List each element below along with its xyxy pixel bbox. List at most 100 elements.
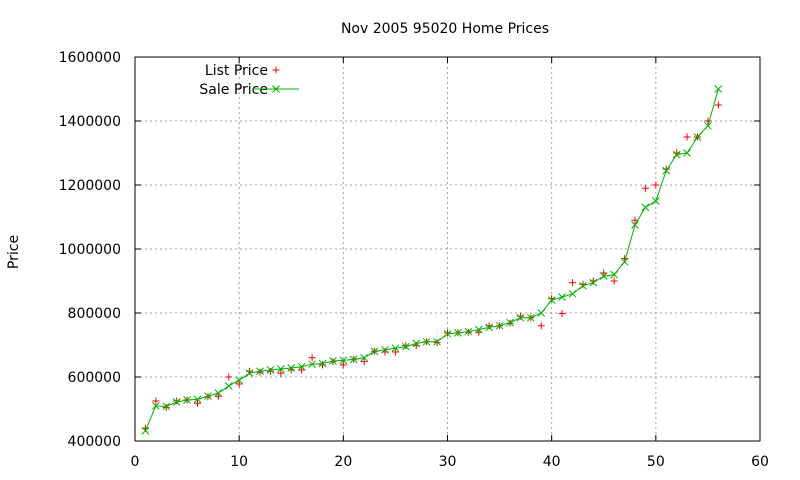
data-point-list-price	[485, 322, 493, 330]
data-point-sale-price	[443, 329, 452, 338]
data-point-list-price	[558, 310, 566, 318]
data-point-sale-price	[381, 345, 389, 354]
chart-title: Nov 2005 95020 Home Prices	[341, 21, 549, 37]
data-point-sale-price	[204, 392, 212, 401]
data-point-sale-price	[349, 355, 358, 364]
data-point-sale-price	[714, 85, 723, 93]
data-point-sale-price	[454, 328, 462, 337]
data-point-list-price	[256, 368, 264, 376]
data-point-sale-price	[214, 389, 223, 397]
data-point-sale-price	[318, 359, 327, 368]
data-point-sale-price	[276, 365, 285, 373]
data-point-list-price	[235, 380, 243, 388]
plot-area	[141, 85, 723, 435]
data-point-sale-price	[537, 309, 546, 317]
data-point-sale-price	[526, 313, 535, 322]
data-point-sale-price	[245, 369, 254, 378]
data-point-sale-price	[433, 337, 441, 346]
data-point-sale-price	[506, 318, 514, 327]
data-point-list-price	[225, 373, 233, 381]
data-point-sale-price	[631, 221, 639, 229]
y-tick-label: 800000	[68, 306, 121, 322]
data-point-list-price	[360, 358, 368, 366]
y-tick-label: 1200000	[59, 178, 121, 194]
data-point-sale-price	[495, 321, 504, 330]
y-tick-label: 1400000	[59, 114, 121, 130]
data-point-sale-price	[287, 364, 296, 372]
data-point-sale-price	[329, 357, 337, 365]
data-point-list-price	[704, 117, 712, 125]
legend-label-list-price: List Price	[205, 63, 268, 79]
data-point-sale-price	[464, 327, 473, 336]
data-point-list-price	[652, 181, 660, 189]
data-point-sale-price	[589, 278, 598, 287]
data-point-sale-price	[162, 402, 171, 411]
data-point-sale-price	[308, 360, 316, 369]
data-point-sale-price	[172, 398, 181, 406]
y-axis-label: Price	[6, 235, 22, 269]
data-point-list-price	[152, 397, 160, 405]
data-point-sale-price	[339, 356, 348, 365]
data-point-list-price	[537, 322, 545, 330]
series-sale-price	[141, 85, 723, 435]
data-point-list-price	[319, 361, 326, 369]
data-point-sale-price	[516, 313, 525, 322]
data-point-sale-price	[474, 325, 483, 334]
data-point-list-price	[194, 399, 201, 407]
data-point-list-price	[600, 269, 608, 277]
data-point-sale-price	[610, 270, 619, 279]
data-point-sale-price	[568, 289, 577, 298]
data-point-sale-price	[422, 337, 431, 346]
data-point-list-price	[683, 133, 691, 141]
data-point-list-price	[391, 348, 399, 356]
data-point-list-price	[714, 101, 722, 109]
data-point-sale-price	[360, 353, 369, 362]
data-point-sale-price	[672, 150, 681, 159]
x-tick-label: 50	[647, 454, 665, 470]
data-point-list-price	[277, 369, 285, 377]
legend-label-sale-price: Sale Price	[199, 82, 268, 98]
legend-marker-list-price	[272, 66, 280, 74]
data-point-sale-price	[693, 133, 702, 141]
data-point-list-price	[516, 312, 524, 320]
data-point-list-price	[173, 397, 181, 405]
data-point-sale-price	[256, 367, 264, 376]
data-point-sale-price	[704, 121, 712, 130]
data-point-sale-price	[235, 376, 244, 385]
data-point-sale-price	[151, 401, 160, 410]
data-point-list-price	[266, 367, 274, 375]
data-point-sale-price	[401, 342, 410, 351]
y-tick-label: 1600000	[59, 50, 121, 66]
data-point-sale-price	[547, 296, 556, 305]
data-point-list-price	[579, 280, 587, 288]
data-point-list-price	[548, 295, 556, 303]
data-point-sale-price	[266, 366, 275, 374]
data-point-sale-price	[412, 339, 421, 348]
data-point-list-price	[641, 184, 649, 192]
data-point-sale-price	[651, 197, 660, 205]
y-tick-label: 400000	[68, 434, 121, 450]
data-point-list-price	[308, 354, 316, 362]
series-line-sale-price	[144, 88, 719, 431]
legend: List Price Sale Price	[199, 63, 299, 98]
data-point-sale-price	[485, 323, 494, 332]
data-point-list-price	[444, 329, 451, 337]
data-point-list-price	[298, 366, 306, 374]
axis-ticks: 0 10 20 30 40 50 60 400000 600000 800000 1000000 12…	[59, 50, 769, 470]
data-point-list-price	[610, 277, 618, 285]
x-tick-label: 0	[131, 454, 140, 470]
data-point-list-price	[214, 392, 222, 400]
data-point-sale-price	[141, 426, 150, 435]
series-list-price	[141, 101, 722, 432]
x-tick-label: 60	[751, 454, 769, 470]
data-point-sale-price	[183, 396, 191, 404]
x-tick-label: 20	[334, 454, 352, 470]
data-point-sale-price	[683, 149, 691, 157]
data-point-sale-price	[662, 166, 671, 175]
x-tick-label: 40	[543, 454, 561, 470]
x-tick-label: 10	[230, 454, 248, 470]
data-point-sale-price	[370, 347, 379, 356]
y-tick-label: 1000000	[59, 242, 121, 258]
data-point-sale-price	[193, 395, 202, 404]
